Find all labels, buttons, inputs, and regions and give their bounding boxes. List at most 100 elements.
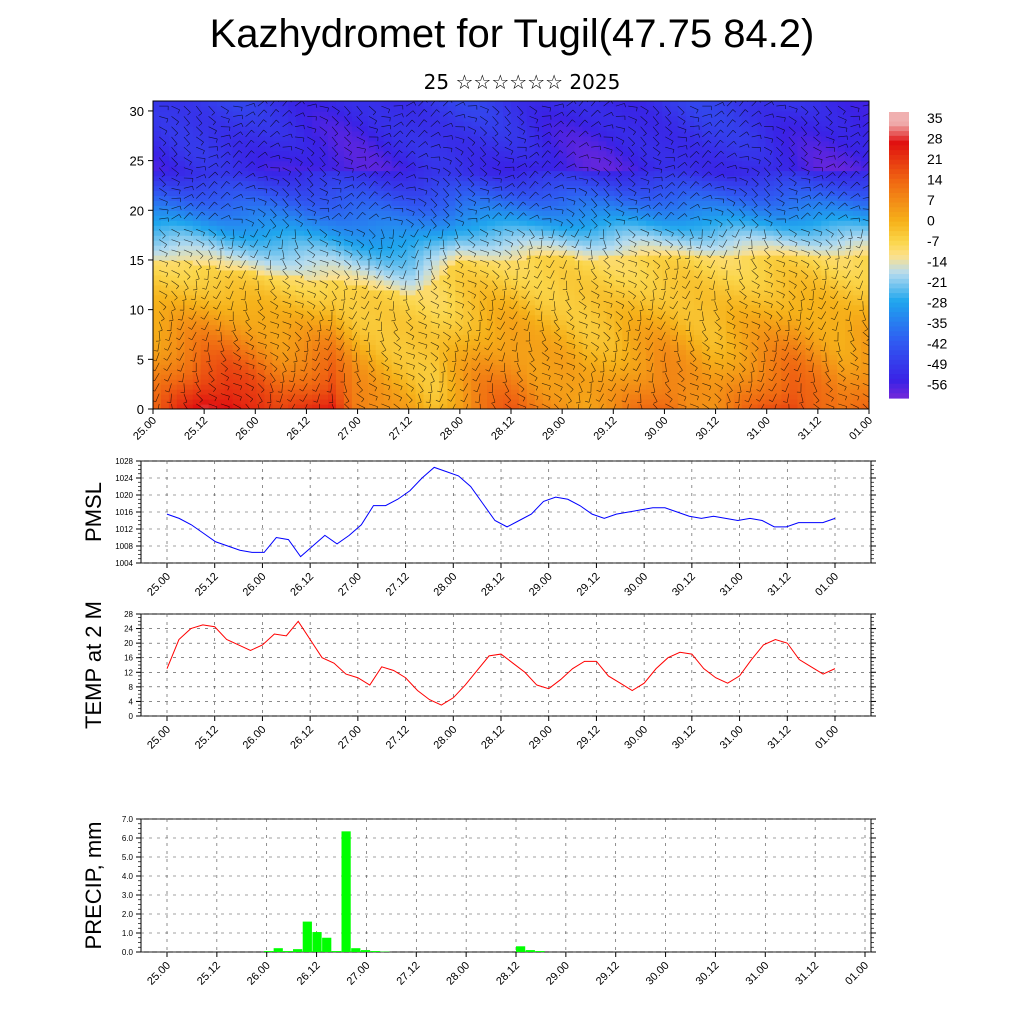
heatmap-cell [693,404,703,409]
heatmap-cell [662,240,671,246]
heatmap-cell [343,210,353,216]
heatmap-cell [335,359,345,365]
heatmap-cell [550,255,560,261]
heatmap-cell [678,105,687,112]
heatmap-cell [455,135,464,142]
heatmap-cell [431,175,440,182]
heatmap-cell [678,155,687,162]
heatmap-cell [407,125,417,132]
heatmap-cell [407,284,417,291]
heatmap-cell [431,115,440,122]
heatmap-cell [375,110,385,117]
heatmap-cell [232,130,242,137]
heatmap-cell [606,155,616,162]
heatmap-cell [781,155,791,162]
heatmap-cell [160,334,170,341]
heatmap-cell [455,329,464,336]
heatmap-cell [288,210,297,216]
heatmap-cell [224,389,234,395]
heatmap-cell [781,324,791,331]
heatmap-cell [526,155,536,162]
heatmap-cell [184,304,194,311]
heatmap-cell [447,125,456,132]
heatmap-cell [359,259,369,266]
heatmap-cell [670,404,679,409]
heatmap-cell [423,324,433,331]
heatmap-cell [789,309,798,316]
heatmap-cell [288,269,297,276]
heatmap-cell [606,230,616,236]
heatmap-cell [399,334,409,341]
heatmap-cell [654,349,663,355]
heatmap-cell [335,255,345,261]
heatmap-cell [320,289,329,296]
heatmap-cell [312,101,321,107]
heatmap-cell [542,349,552,355]
heatmap-cell [351,394,361,400]
heatmap-cell [511,210,520,216]
heatmap-cell [399,160,409,167]
heatmap-cell [399,329,409,336]
heatmap-cell [288,180,297,187]
heatmap-cell [495,344,504,350]
heatmap-cell [160,314,170,321]
heatmap-cell [479,399,488,405]
heatmap-cell [558,329,568,336]
heatmap-cell [479,319,488,326]
heatmap-cell [359,394,369,400]
heatmap-cell [781,115,791,122]
heatmap-cell [232,190,242,196]
heatmap-cell [359,245,369,251]
heatmap-cell [725,140,735,147]
heatmap-cell [622,170,631,177]
heatmap-cell [280,399,289,405]
heatmap-cell [463,404,472,409]
heatmap-cell [304,125,313,132]
heatmap-cell [733,329,743,336]
heatmap-cell [439,215,448,221]
heatmap-cell [503,299,512,306]
heatmap-cell [709,110,719,117]
heatmap-cell [590,250,600,256]
heatmap-cell [351,155,361,162]
heatmap-cell [781,135,791,142]
heatmap-cell [598,309,608,316]
heatmap-cell [479,245,488,251]
heatmap-cell [638,165,647,172]
heatmap-cell [280,155,289,162]
heatmap-cell [391,284,401,291]
heatmap-cell [168,314,178,321]
heatmap-cell [773,185,783,192]
heatmap-cell [590,230,600,236]
heatmap-cell [479,160,488,167]
heatmap-cell [598,230,608,236]
heatmap-cell [407,314,417,321]
heatmap-cell [399,299,409,306]
heatmap-cell [351,205,361,211]
heatmap-cell [598,175,608,182]
heatmap-cell [765,110,775,117]
heatmap-cell [320,294,329,301]
heatmap-cell [757,115,767,122]
heatmap-cell [455,220,464,226]
heatmap-cell [503,195,512,201]
heatmap-cell [272,225,281,231]
heatmap-cell [717,354,727,360]
heatmap-cell [733,289,743,296]
heatmap-cell [439,404,448,409]
heatmap-cell [375,101,385,107]
heatmap-cell [693,344,703,350]
heatmap-cell [391,314,401,321]
heatmap-cell [455,334,464,341]
heatmap-cell [447,394,456,400]
heatmap-cell [423,240,433,246]
heatmap-cell [670,389,679,395]
heatmap-cell [725,304,735,311]
heatmap-cell [168,359,178,365]
heatmap-cell [479,259,488,266]
heatmap-cell [463,195,472,201]
heatmap-cell [646,105,655,112]
heatmap-cell [733,389,743,395]
heatmap-cell [542,230,552,236]
heatmap-cell [606,289,616,296]
